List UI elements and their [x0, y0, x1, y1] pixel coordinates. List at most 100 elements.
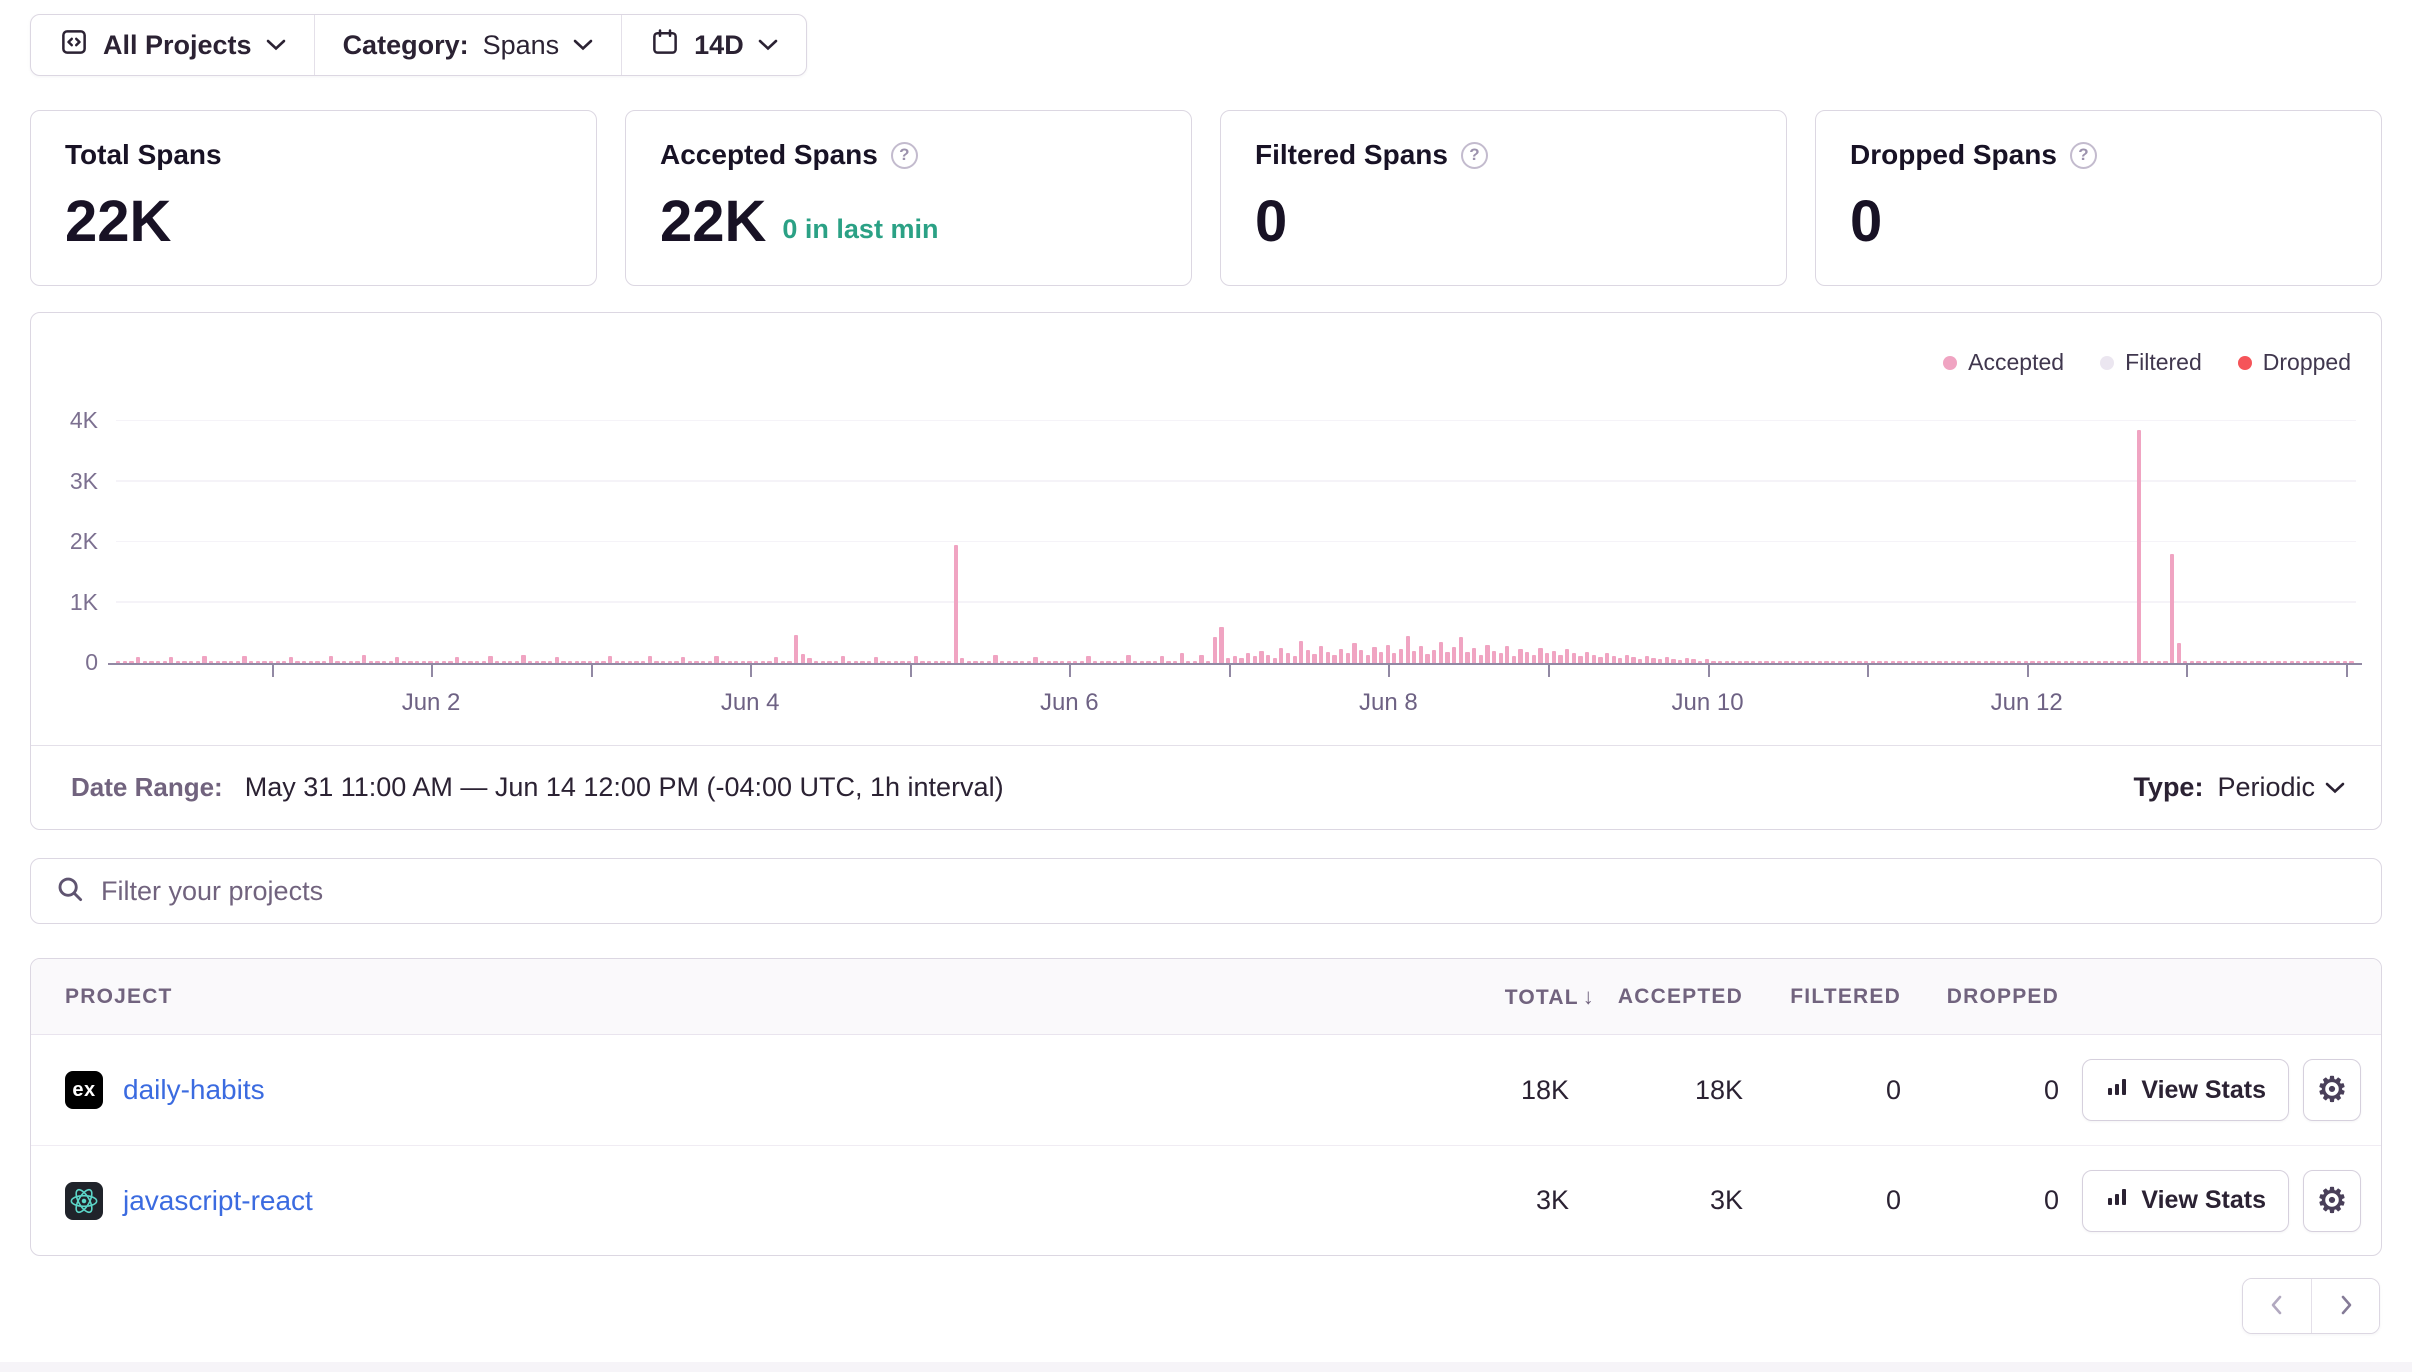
accepted-bar: [468, 661, 473, 663]
accepted-bar: [302, 661, 307, 663]
stat-card-accepted-spans: Accepted Spans? 22K 0 in last min: [625, 110, 1192, 286]
accepted-bar: [1664, 656, 1670, 663]
accepted-bar: [601, 661, 606, 663]
x-axis-tick: [271, 665, 274, 677]
accepted-bar: [2256, 661, 2261, 663]
category-filter-label: Category:: [342, 29, 469, 60]
accepted-bar: [1299, 640, 1304, 663]
project-settings-button[interactable]: ⚙: [2303, 1059, 2361, 1121]
help-icon[interactable]: ?: [890, 141, 918, 169]
accepted-bar: [1405, 635, 1410, 663]
accepted-bar: [282, 661, 287, 663]
accepted-bar: [940, 661, 945, 663]
accepted-bar: [867, 661, 872, 663]
accepted-bar: [1824, 661, 1829, 663]
chart-legend: Accepted Filtered Dropped: [1943, 349, 2351, 376]
accepted-bar: [2017, 661, 2022, 663]
accepted-bar: [847, 661, 852, 663]
x-axis-label: Jun 2: [401, 689, 461, 716]
sort-desc-icon: ↓: [1582, 983, 1595, 1009]
accepted-bar: [448, 661, 453, 663]
accepted-bar: [1957, 661, 1962, 663]
chevron-down-icon: [266, 39, 286, 51]
accepted-bar: [494, 661, 500, 663]
accepted-bar: [2322, 661, 2328, 663]
view-stats-button[interactable]: View Stats: [2082, 1169, 2289, 1232]
accepted-bar: [1518, 649, 1523, 663]
projects-filter[interactable]: All Projects: [31, 15, 314, 75]
card-title: Filtered Spans: [1255, 139, 1448, 170]
accepted-bar: [1465, 652, 1470, 663]
accepted-bar: [946, 661, 952, 663]
accepted-bar: [1810, 661, 1816, 663]
column-header-project[interactable]: PROJECT: [65, 984, 173, 1008]
project-settings-button[interactable]: ⚙: [2303, 1169, 2361, 1232]
view-stats-button[interactable]: View Stats: [2082, 1059, 2289, 1121]
accepted-bar: [1884, 661, 1889, 663]
filter-bar: All Projects Category: Spans 14D: [30, 14, 807, 76]
accepted-bar: [627, 661, 633, 663]
table-header: PROJECT TOTAL ↓ ACCEPTED FILTERED DROPPED: [31, 959, 2381, 1035]
x-axis-tick: [2345, 665, 2348, 677]
card-value-row: 22K: [65, 193, 562, 251]
accepted-bar: [2249, 661, 2254, 663]
accepted-bar: [1525, 652, 1530, 663]
accepted-bar: [1365, 654, 1370, 663]
legend-item-dropped[interactable]: Dropped: [2237, 349, 2351, 376]
date-period-filter[interactable]: 14D: [621, 15, 806, 75]
category-filter[interactable]: Category: Spans: [313, 15, 622, 75]
previous-page-button[interactable]: [2243, 1279, 2311, 1333]
stat-card-filtered-spans: Filtered Spans? 0: [1220, 110, 1787, 286]
accepted-bar: [1259, 650, 1264, 663]
accepted-bar: [2103, 661, 2108, 663]
accepted-bar: [2282, 661, 2288, 663]
accepted-bar: [2309, 661, 2314, 663]
accepted-bar: [175, 661, 181, 663]
accepted-bar: [1099, 661, 1105, 663]
total-value: 18K: [1520, 1074, 1569, 1105]
accepted-bar: [1678, 660, 1683, 663]
legend-dot: [1943, 355, 1958, 370]
accepted-bar: [2023, 661, 2028, 663]
accepted-bar: [953, 545, 958, 663]
legend-item-filtered[interactable]: Filtered: [2100, 349, 2202, 376]
project-link[interactable]: daily-habits: [123, 1074, 265, 1105]
accepted-bar: [813, 661, 819, 663]
next-page-button[interactable]: [2311, 1279, 2379, 1333]
actions-cell: View Stats ⚙: [2059, 1169, 2381, 1232]
accepted-bar: [1784, 661, 1789, 663]
accepted-bar: [1006, 661, 1011, 663]
accepted-bar: [1631, 656, 1636, 663]
column-header-accepted[interactable]: ACCEPTED: [1617, 984, 1743, 1008]
accepted-bar: [973, 661, 978, 663]
column-header-dropped[interactable]: DROPPED: [1946, 984, 2059, 1008]
help-icon[interactable]: ?: [2069, 141, 2097, 169]
accepted-bar: [122, 661, 127, 663]
column-header-total[interactable]: TOTAL ↓: [1504, 983, 1595, 1009]
accepted-bar: [1764, 661, 1769, 663]
stat-card-total-spans: Total Spans 22K: [30, 110, 597, 286]
accepted-bar: [2236, 661, 2241, 663]
accepted-bar: [720, 661, 726, 663]
y-axis-label: 4K: [69, 407, 98, 433]
accepted-bar: [1325, 651, 1331, 663]
help-icon[interactable]: ?: [1460, 141, 1488, 169]
accepted-bar: [315, 661, 320, 663]
project-link[interactable]: javascript-react: [123, 1184, 313, 1216]
accepted-bar: [774, 656, 779, 663]
accepted-bar: [2269, 661, 2274, 663]
column-header-filtered[interactable]: FILTERED: [1790, 984, 1901, 1008]
accepted-bar: [135, 657, 141, 663]
accepted-bar: [1119, 661, 1124, 663]
accepted-bar: [1073, 661, 1078, 663]
accepted-bar: [2136, 430, 2141, 663]
legend-item-accepted[interactable]: Accepted: [1943, 349, 2064, 376]
accepted-bar: [2090, 661, 2095, 663]
chart-type-dropdown[interactable]: Type: Periodic: [2133, 772, 2345, 803]
x-axis-label: Jun 8: [1359, 689, 1418, 716]
project-filter-input[interactable]: [101, 875, 2357, 907]
accepted-bar: [754, 661, 759, 663]
accepted-bar: [1166, 661, 1171, 663]
dropped-value: 0: [2043, 1185, 2059, 1215]
accepted-bar: [2163, 661, 2168, 663]
